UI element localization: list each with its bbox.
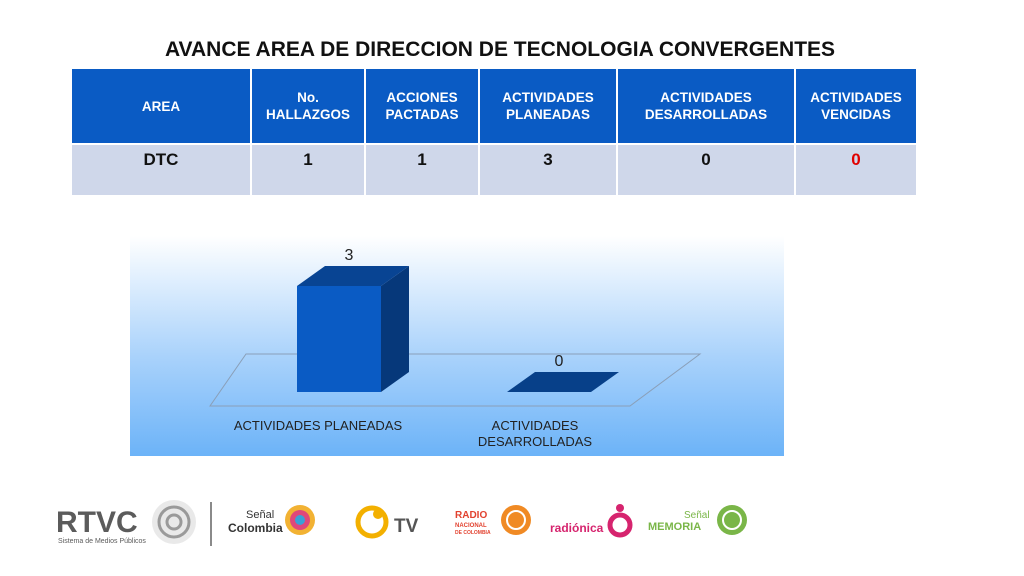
bar-top [507,372,619,392]
radio-nacional-emblem-icon [501,505,531,535]
header-hallazgos: No. HALLAZGOS [251,69,366,144]
rtvc-tagline: Sistema de Medios Públicos [58,538,146,545]
header-acciones: ACCIONES PACTADAS [365,69,480,144]
cell-hallazgos: 1 [251,143,366,195]
chart-floor [209,353,702,407]
cell-vencidas: 0 [795,143,916,195]
radionica-emblem-icon [607,512,633,538]
data-label-1: 0 [555,353,564,370]
header-desarrolladas: ACTIVIDADES DESARROLLADAS [617,69,796,144]
rtvc-logo: RTVC Sistema de Medios Públicos [56,500,196,545]
svg-text:Colombia: Colombia [228,521,283,535]
category-label-0: ACTIVIDADES PLANEADAS [234,418,403,433]
chart-svg: 3 ACTIVIDADES PLANEADAS 0 ACTIVIDADESDESARR… [130,236,784,456]
footer-logos: RTVC Sistema de Medios Públicos Señal Co… [0,490,1024,560]
bar-chart: 3 ACTIVIDADES PLANEADAS 0 ACTIVIDADES DESARR… [130,236,784,456]
table-header-row: AREA No. HALLAZGOS ACCIONES PACTADAS ACTIV… [72,69,916,144]
svg-text:TV: TV [394,516,419,537]
svg-text:Señal: Señal [246,509,274,521]
chart-background [130,236,784,456]
bar-1 [507,372,619,392]
category-label-1: ACTIVIDADES [492,418,579,433]
senal-colombia-logo: Señal Colombia [228,505,315,535]
page-title: AVANCE AREA DE DIRECCION DE TECNOLOGIA C… [164,38,836,61]
radionica-logo: radiónica [550,504,633,538]
bar-top [297,266,409,286]
rtvc-name: RTVC [56,506,138,539]
cell-desarrolladas: 0 [617,143,796,195]
senal-memoria-logo: Señal MEMORIA [648,505,747,535]
cell-planeadas: 3 [479,143,618,195]
bar-side [381,266,409,392]
data-label-0: 3 [345,247,354,264]
svg-text:DE COLOMBIA: DE COLOMBIA [455,530,491,536]
tv-emblem-icon [355,505,389,539]
header-area: AREA [72,69,252,144]
bar-front [297,286,381,392]
svg-text:Señal: Señal [684,510,710,521]
logo-divider [210,502,212,546]
header-vencidas: ACTIVIDADES VENCIDAS [795,69,916,144]
svg-text:NACIONAL: NACIONAL [455,523,487,529]
senal-memoria-emblem-icon [717,505,747,535]
bar-0 [297,266,409,392]
cell-area: DTC [72,143,252,195]
header-planeadas: ACTIVIDADES PLANEADAS [479,69,618,144]
svg-text:RADIO: RADIO [455,510,487,521]
tv-logo: TV [355,505,419,539]
svg-text:MEMORIA: MEMORIA [648,521,701,533]
category-label-1: DESARROLLADAS [478,434,592,449]
cell-acciones: 1 [365,143,480,195]
summary-table: AREA No. HALLAZGOS ACCIONES PACTADAS ACTIV… [72,69,916,195]
svg-text:radiónica: radiónica [550,521,604,535]
table-row: DTC 1 1 3 0 0 [72,143,916,195]
radio-nacional-logo: RADIO NACIONAL DE COLOMBIA [455,505,531,536]
